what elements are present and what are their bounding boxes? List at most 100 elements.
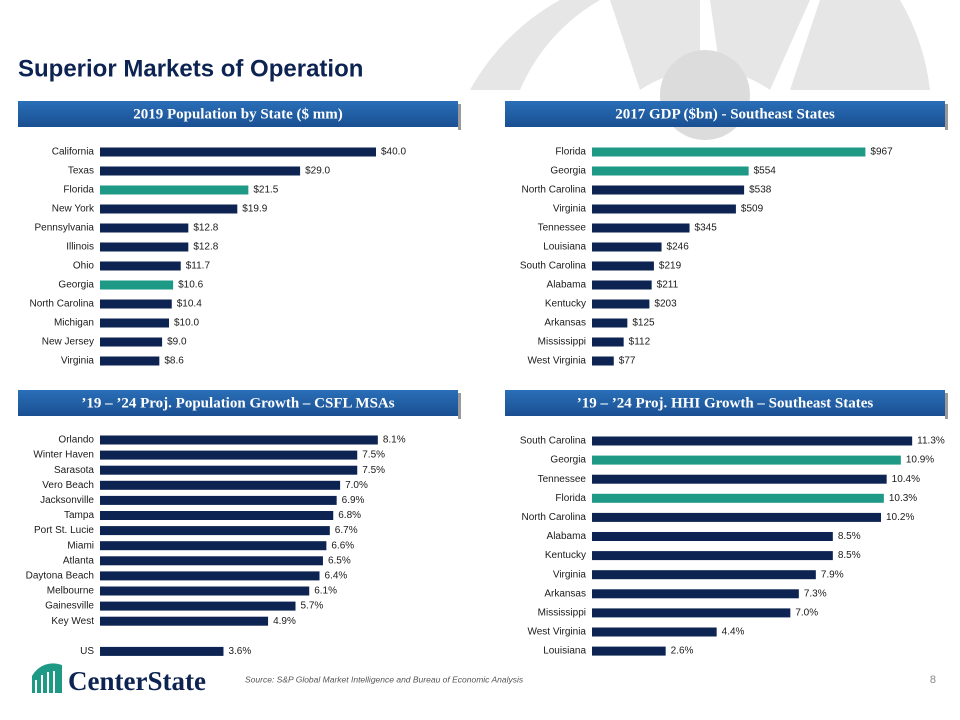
header-shadow: [458, 393, 461, 419]
value-label: 8.5%: [838, 550, 861, 561]
category-label: Alabama: [547, 280, 587, 291]
bar: [100, 242, 189, 252]
category-label: New Jersey: [42, 337, 94, 348]
category-label: Atlanta: [63, 555, 95, 566]
value-label: $29.0: [305, 166, 330, 177]
category-label: Georgia: [58, 280, 94, 291]
bar: [592, 185, 745, 195]
value-label: 10.4%: [892, 474, 920, 485]
bar: [100, 511, 334, 520]
bar: [592, 436, 913, 446]
value-label: 4.4%: [722, 627, 745, 638]
value-label: $12.8: [193, 223, 218, 234]
value-label: 8.1%: [383, 435, 406, 446]
source-note: Source: S&P Global Market Intelligence a…: [245, 674, 524, 684]
bar: [100, 435, 378, 445]
category-label: Virginia: [61, 356, 95, 367]
category-label: Ohio: [73, 261, 95, 272]
bar: [100, 166, 301, 176]
value-label: $967: [870, 147, 893, 158]
logo-text: CenterState: [68, 666, 206, 696]
value-label: 7.5%: [362, 465, 385, 476]
bar: [592, 532, 833, 541]
chart-header: [505, 390, 945, 416]
category-label: South Carolina: [520, 436, 587, 447]
category-label: Miami: [67, 540, 94, 551]
category-label: Florida: [555, 493, 586, 504]
category-label: Pennsylvania: [35, 223, 95, 234]
category-label: Mississippi: [538, 337, 586, 348]
bar: [592, 589, 799, 599]
value-label: 10.3%: [889, 493, 917, 504]
value-label: 6.4%: [325, 571, 348, 582]
bar: [100, 450, 358, 460]
value-label: 7.9%: [821, 569, 844, 580]
value-label: 6.6%: [331, 540, 354, 551]
bar: [592, 493, 884, 503]
value-label: $538: [749, 185, 772, 196]
value-label: 6.5%: [328, 555, 351, 566]
value-label: $219: [659, 261, 682, 272]
category-label: Tennessee: [538, 223, 587, 234]
bar: [100, 616, 269, 626]
category-label: Port St. Lucie: [34, 525, 94, 536]
category-label: Winter Haven: [33, 450, 94, 461]
value-label: 2.6%: [671, 646, 694, 657]
bar: [592, 608, 791, 618]
value-label: $19.9: [242, 204, 267, 215]
bar: [592, 242, 662, 252]
category-label: Virginia: [553, 569, 587, 580]
bar: [100, 204, 238, 214]
bar: [592, 223, 690, 233]
bar: [100, 280, 174, 290]
bar: [100, 556, 323, 566]
bar: [100, 299, 172, 309]
category-label: Sarasota: [54, 465, 94, 476]
value-label: $8.6: [164, 356, 184, 367]
value-label: 7.5%: [362, 450, 385, 461]
bar: [592, 261, 654, 271]
category-label: Florida: [555, 147, 586, 158]
bar: [592, 570, 816, 580]
bar: [592, 299, 650, 309]
bar: [592, 455, 901, 465]
bar: [100, 261, 181, 271]
category-label: West Virginia: [527, 356, 586, 367]
header-shadow: [945, 393, 948, 419]
category-label: Georgia: [550, 166, 586, 177]
bar: [592, 356, 614, 366]
value-label: 7.0%: [795, 608, 818, 619]
logo: CenterState: [32, 663, 206, 696]
bar: [100, 223, 189, 233]
category-label: New York: [52, 204, 95, 215]
value-label: $21.5: [253, 185, 278, 196]
value-label: $125: [632, 318, 655, 329]
value-label: 7.3%: [804, 588, 827, 599]
bar: [100, 646, 224, 656]
value-label: 6.9%: [342, 495, 365, 506]
category-label: Daytona Beach: [26, 571, 94, 582]
bar: [592, 166, 749, 176]
category-label: Arkansas: [544, 588, 586, 599]
chart-title: ’19 – ’24 Proj. HHI Growth – Southeast S…: [577, 395, 874, 411]
value-label: 10.9%: [906, 455, 934, 466]
category-label: US: [80, 646, 94, 657]
value-label: $77: [619, 356, 636, 367]
category-label: Texas: [68, 166, 94, 177]
value-label: $203: [654, 299, 677, 310]
background-wheel: [470, 0, 930, 140]
category-label: Virginia: [553, 204, 587, 215]
bar: [592, 474, 887, 484]
value-label: $11.7: [186, 261, 211, 272]
category-label: Illinois: [66, 242, 94, 253]
category-label: Alabama: [547, 531, 587, 542]
value-label: 5.7%: [301, 601, 324, 612]
category-label: California: [52, 147, 95, 158]
bar: [100, 480, 341, 490]
value-label: 8.5%: [838, 531, 861, 542]
value-label: $10.6: [178, 280, 203, 291]
category-label: Arkansas: [544, 318, 586, 329]
value-label: $10.0: [174, 318, 199, 329]
bar: [592, 147, 866, 157]
